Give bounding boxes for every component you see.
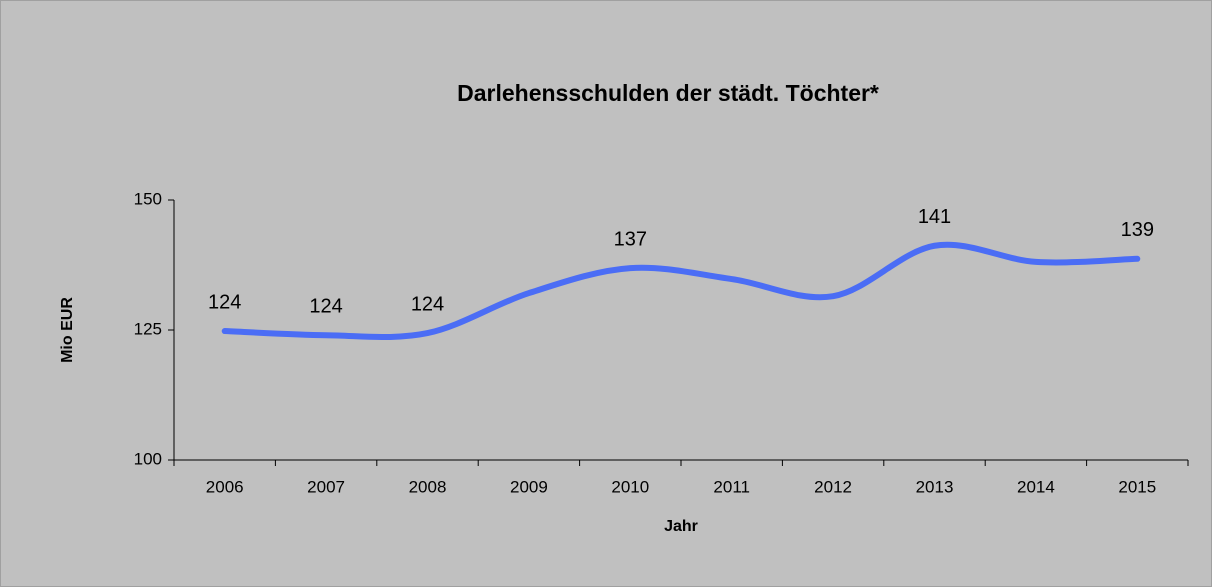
data-label: 139 xyxy=(1121,219,1154,241)
data-label: 141 xyxy=(918,206,951,228)
x-tick-label: 2012 xyxy=(814,477,852,496)
y-axis-label: Mio EUR xyxy=(59,297,76,363)
data-line xyxy=(221,241,1141,340)
data-label: 124 xyxy=(208,291,241,313)
chart-title: Darlehensschulden der städt. Töchter* xyxy=(457,80,879,106)
x-tick-label: 2008 xyxy=(409,477,447,496)
x-tick-label: 2013 xyxy=(916,477,954,496)
x-tick-label: 2009 xyxy=(510,477,548,496)
data-label: 137 xyxy=(614,228,647,250)
x-axis-label: Jahr xyxy=(664,518,698,535)
y-tick-label: 150 xyxy=(134,189,162,208)
x-tick-label: 2006 xyxy=(206,477,244,496)
x-tick-label: 2007 xyxy=(307,477,345,496)
x-tick-label: 2010 xyxy=(611,477,649,496)
y-tick-label: 125 xyxy=(134,319,162,338)
y-tick-label: 100 xyxy=(134,449,162,468)
x-tick-label: 2011 xyxy=(713,477,750,496)
data-label: 124 xyxy=(309,295,342,317)
x-tick-label: 2015 xyxy=(1118,477,1156,496)
x-tick-label: 2014 xyxy=(1017,477,1055,496)
data-label: 124 xyxy=(411,293,444,315)
